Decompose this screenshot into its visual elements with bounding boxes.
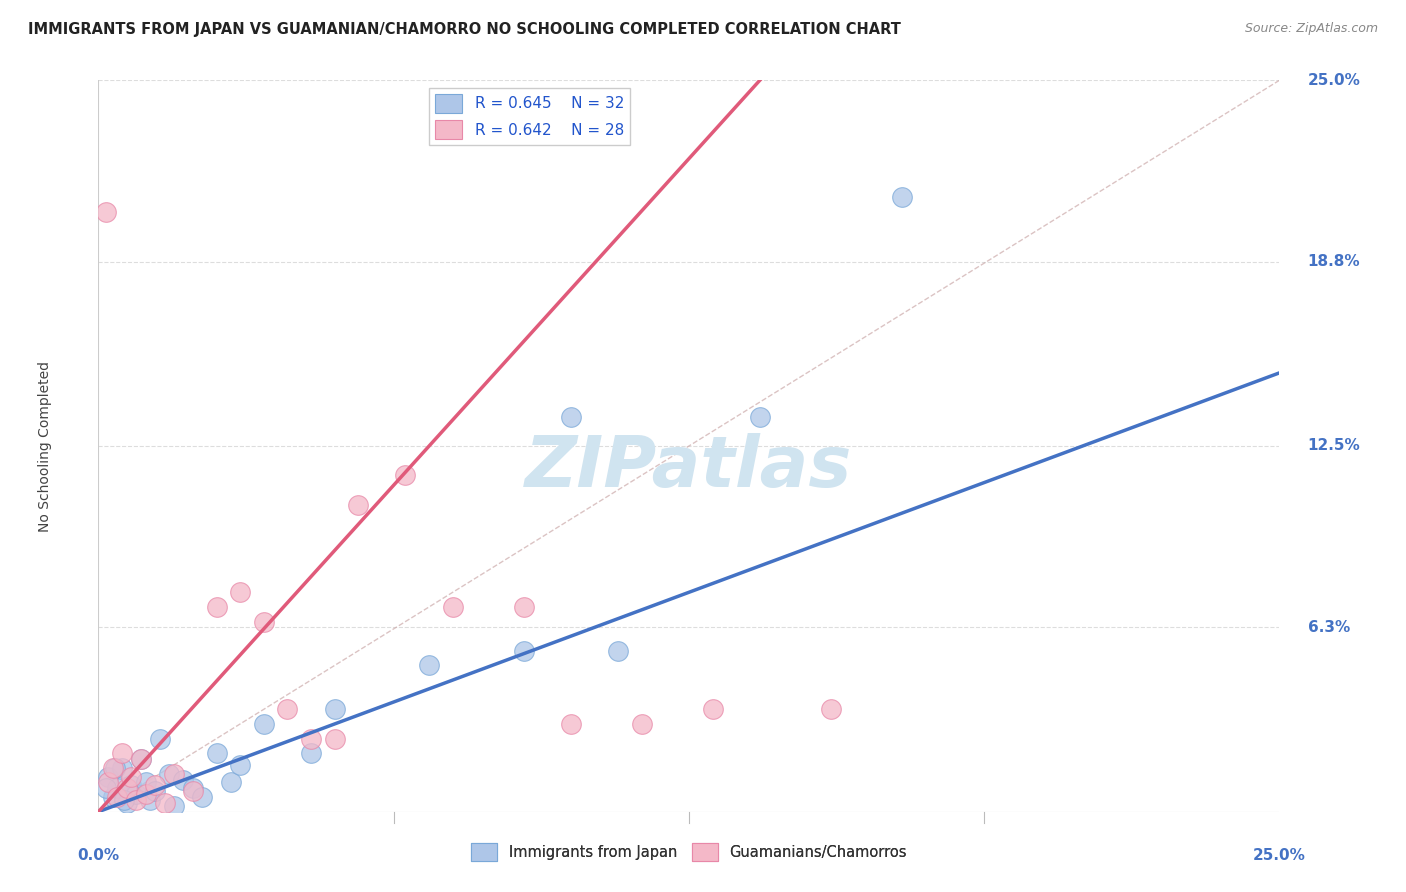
Point bbox=[276, 702, 298, 716]
Point bbox=[163, 766, 186, 780]
Point bbox=[394, 468, 416, 483]
Point bbox=[630, 717, 652, 731]
Point bbox=[121, 770, 143, 784]
Text: 18.8%: 18.8% bbox=[1308, 254, 1361, 269]
Point bbox=[105, 781, 128, 796]
Point bbox=[512, 644, 534, 658]
Point bbox=[205, 746, 228, 760]
Point bbox=[135, 787, 157, 801]
Point bbox=[129, 752, 152, 766]
Text: 12.5%: 12.5% bbox=[1308, 439, 1361, 453]
Legend: Immigrants from Japan, Guamanians/Chamorros: Immigrants from Japan, Guamanians/Chamor… bbox=[465, 838, 912, 867]
Point bbox=[323, 702, 346, 716]
Point bbox=[94, 205, 117, 219]
Point bbox=[181, 781, 204, 796]
Point bbox=[111, 761, 134, 775]
Point bbox=[205, 599, 228, 614]
Point bbox=[229, 758, 252, 772]
Point bbox=[101, 790, 124, 805]
Point bbox=[299, 731, 322, 746]
Point bbox=[512, 599, 534, 614]
Point bbox=[253, 717, 276, 731]
Text: IMMIGRANTS FROM JAPAN VS GUAMANIAN/CHAMORRO NO SCHOOLING COMPLETED CORRELATION C: IMMIGRANTS FROM JAPAN VS GUAMANIAN/CHAMO… bbox=[28, 22, 901, 37]
Text: 0.0%: 0.0% bbox=[77, 848, 120, 863]
Text: 25.0%: 25.0% bbox=[1308, 73, 1361, 87]
Point bbox=[560, 717, 582, 731]
Point bbox=[163, 798, 186, 813]
Point bbox=[153, 796, 176, 810]
Point bbox=[97, 770, 120, 784]
Point bbox=[607, 644, 630, 658]
Text: No Schooling Completed: No Schooling Completed bbox=[38, 360, 52, 532]
Point bbox=[129, 752, 152, 766]
Point bbox=[143, 778, 166, 792]
Point bbox=[115, 781, 138, 796]
Point bbox=[157, 766, 180, 780]
Text: 6.3%: 6.3% bbox=[1308, 620, 1350, 635]
Point bbox=[191, 790, 214, 805]
Point bbox=[253, 615, 276, 629]
Point bbox=[111, 746, 134, 760]
Point bbox=[323, 731, 346, 746]
Point bbox=[820, 702, 842, 716]
Point bbox=[347, 498, 370, 512]
Point bbox=[125, 787, 148, 801]
Text: ZIPatlas: ZIPatlas bbox=[526, 434, 852, 502]
Point bbox=[890, 190, 912, 204]
Point bbox=[104, 761, 127, 775]
Point bbox=[143, 784, 166, 798]
Point bbox=[94, 781, 117, 796]
Point bbox=[135, 775, 157, 789]
Point bbox=[181, 784, 204, 798]
Point bbox=[172, 772, 194, 787]
Point bbox=[101, 761, 124, 775]
Point bbox=[418, 658, 440, 673]
Point bbox=[105, 790, 128, 805]
Point bbox=[702, 702, 724, 716]
Point bbox=[149, 731, 172, 746]
Point bbox=[97, 775, 120, 789]
Point bbox=[219, 775, 242, 789]
Point bbox=[125, 793, 148, 807]
Point bbox=[441, 599, 464, 614]
Point bbox=[121, 778, 143, 792]
Text: 25.0%: 25.0% bbox=[1253, 848, 1306, 863]
Point bbox=[299, 746, 322, 760]
Point bbox=[112, 793, 135, 807]
Point bbox=[115, 796, 138, 810]
Point bbox=[139, 793, 162, 807]
Text: Source: ZipAtlas.com: Source: ZipAtlas.com bbox=[1244, 22, 1378, 36]
Point bbox=[560, 409, 582, 424]
Point bbox=[748, 409, 770, 424]
Point bbox=[229, 585, 252, 599]
